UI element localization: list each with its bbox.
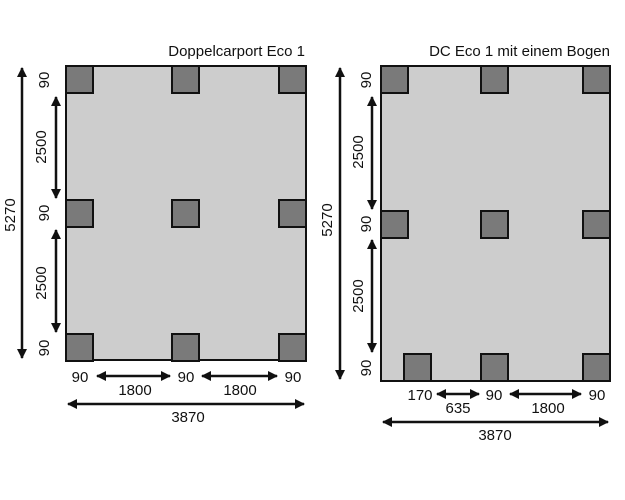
post [278,333,307,362]
side-label: 90 [358,72,375,89]
width-label: 3870 [171,409,204,426]
bottom-label: 1800 [118,382,151,399]
post [480,210,509,239]
post [65,199,94,228]
post [380,210,409,239]
side-label: 90 [36,340,53,357]
bottom-label: 90 [589,387,606,404]
post [171,199,200,228]
bottom-label: 90 [178,369,195,386]
bottom-label: 90 [285,369,302,386]
side-label: 90 [358,360,375,377]
plan-right: DC Eco 1 mit einem Bogen 5270 90 2500 90… [319,43,611,444]
side-label: 90 [36,72,53,89]
bottom-label: 170 [407,387,432,404]
bottom-label: 635 [445,400,470,417]
depth-label: 5270 [319,203,336,236]
bottom-label: 1800 [223,382,256,399]
post [582,353,611,382]
post [582,210,611,239]
side-label: 2500 [33,266,50,299]
side-label: 2500 [350,279,367,312]
plan-title: DC Eco 1 mit einem Bogen [429,43,610,60]
bottom-label: 90 [72,369,89,386]
post [480,353,509,382]
depth-label: 5270 [2,198,19,231]
bottom-label: 90 [486,387,503,404]
post [171,333,200,362]
post [278,65,307,94]
plan-left: Doppelcarport Eco 1 5270 90 2500 90 2500… [2,43,307,426]
side-label: 90 [358,216,375,233]
side-label: 2500 [33,130,50,163]
post [65,65,94,94]
side-label: 2500 [350,135,367,168]
post [403,353,432,382]
post [480,65,509,94]
plan-title: Doppelcarport Eco 1 [168,43,305,60]
post [171,65,200,94]
post [278,199,307,228]
width-label: 3870 [478,427,511,444]
post [582,65,611,94]
post [65,333,94,362]
bottom-label: 1800 [531,400,564,417]
post [380,65,409,94]
side-label: 90 [36,205,53,222]
